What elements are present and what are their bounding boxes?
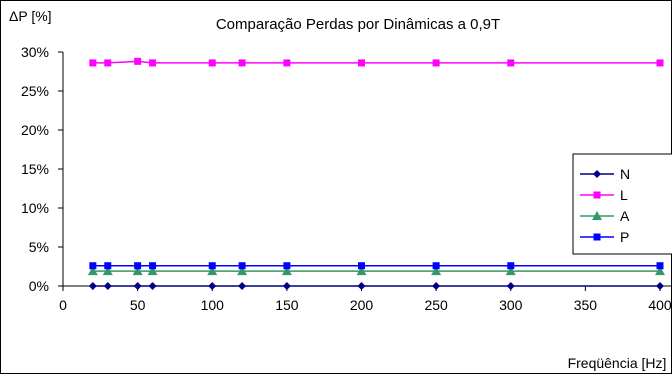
series-a-point [102,266,113,276]
x-tick-label: 250 [424,297,448,313]
series-l-point [208,59,216,67]
legend-n-marker [593,170,601,178]
series-p-point [507,262,515,270]
y-axis-label: ΔP [%] [9,8,52,24]
series-p-point [358,262,365,270]
series-a-point [356,266,367,276]
series-a-point [87,266,98,276]
series-n-point [357,282,366,290]
series-l-point [149,59,157,67]
x-tick-label: 150 [275,297,299,313]
x-axis-label: Freqüência [Hz] [568,355,667,371]
legend-n-label: N [620,166,630,182]
series-a-point [237,266,248,276]
legend-p-label: P [620,229,629,245]
chart-title: Comparação Perdas por Dinâmicas a 0,9T [216,16,500,33]
series-l-point [358,59,365,67]
series-layer [87,57,665,290]
x-tick-label: 400 [648,297,672,313]
series-a-point [655,266,665,276]
y-tick-label: 15% [21,161,49,177]
series-n-point [656,282,664,290]
series-n-point [103,282,112,290]
x-tick-label: 0 [59,297,67,313]
series-p-point [89,262,97,270]
x-tick-label: 50 [130,297,146,313]
series-p-point [432,262,440,270]
series-l-point [238,59,246,67]
x-tick-label: 300 [499,297,523,313]
series-a-point [147,266,158,276]
series-p-point [149,262,157,270]
series-p-point [283,262,291,270]
y-tick-label: 25% [21,83,49,99]
series-n-point [238,282,247,290]
axes: 0% 5% 10% 15% 20% 25% 30% 0 50 100 150 200 250 300 350… [21,44,672,313]
legend-a-marker [592,211,602,220]
legend-l-label: L [620,187,628,203]
series-l [89,57,664,67]
series-l-point [89,59,97,67]
series-l-point [104,59,112,67]
series-l-point [134,57,142,65]
series-l-point [432,59,440,67]
series-a-point [132,266,143,276]
legend-a-label: A [620,208,630,224]
series-n-point [208,282,217,290]
series-p-point [656,262,664,270]
x-tick-label: 100 [201,297,225,313]
y-tick-label: 0% [29,278,49,294]
series-l-point [656,59,664,67]
series-n-point [282,282,291,290]
x-tick-label: 200 [350,297,374,313]
y-tick-label: 5% [29,239,49,255]
series-a [87,266,665,276]
series-n-point [432,282,441,290]
series-n-point [88,282,97,290]
series-n-point [148,282,157,290]
series-n [88,282,664,290]
series-p-point [104,262,112,270]
series-p-point [134,262,142,270]
y-tick-label: 20% [21,122,49,138]
series-l-point [283,59,291,67]
series-p [89,262,664,270]
x-tick-label: 350 [574,297,598,313]
legend-l-marker [593,191,601,199]
series-a-point [207,266,218,276]
series-a-point [431,266,442,276]
y-tick-label: 30% [21,44,49,60]
series-n-point [506,282,515,290]
series-n-point [133,282,142,290]
y-tick-label: 10% [21,200,49,216]
series-p-point [208,262,216,270]
series-l-point [507,59,515,67]
series-p-point [238,262,246,270]
series-a-point [281,266,292,276]
legend-p-marker [593,233,601,241]
series-a-point [505,266,516,276]
